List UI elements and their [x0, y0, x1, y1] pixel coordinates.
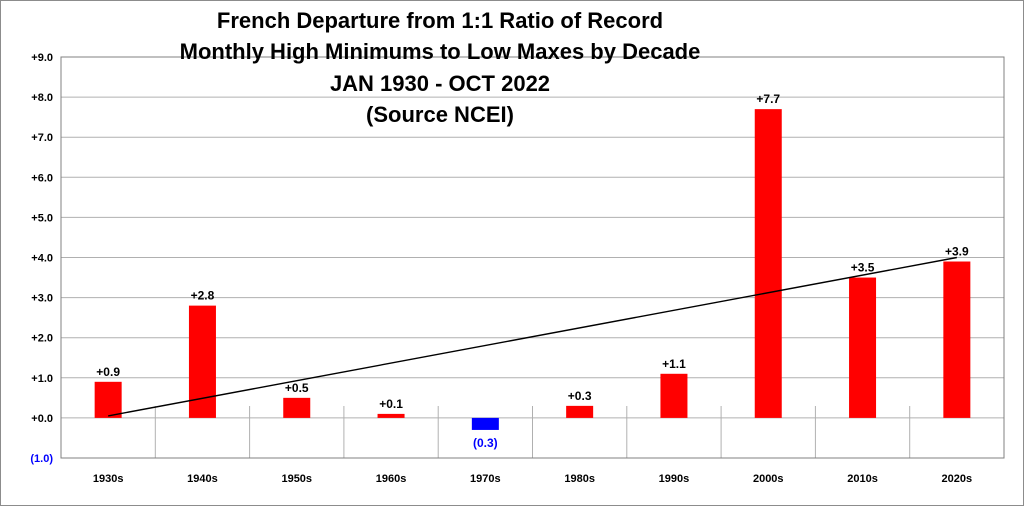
- bar-2020s: [943, 261, 971, 418]
- data-labels: +0.9 +2.8 +0.5 +0.1 (0.3) +0.3 +1.1 +7.7 +3.5 +3.…: [96, 92, 969, 450]
- data-label: +3.9: [945, 245, 969, 259]
- bar-2010s: [849, 277, 877, 418]
- x-tick-label: 1960s: [376, 473, 407, 485]
- y-tick-label: +7.0: [31, 132, 53, 144]
- x-tick-label: 1950s: [281, 473, 312, 485]
- chart-title-line-2: Monthly High Minimums to Low Maxes by De…: [180, 39, 701, 64]
- y-tick-label: +1.0: [31, 373, 53, 385]
- data-label: +0.3: [568, 389, 592, 403]
- plot-area-border: [60, 56, 1005, 459]
- y-tick-label: +3.0: [31, 293, 53, 305]
- y-tick-label: +0.0: [31, 413, 53, 425]
- trendline-group: [108, 256, 957, 417]
- bar-1990s: [660, 373, 688, 418]
- x-tick-label: 1970s: [470, 473, 501, 485]
- x-tick-label: 1940s: [187, 473, 218, 485]
- x-tick-label: 2020s: [942, 473, 973, 485]
- bar-2000s: [754, 109, 782, 418]
- x-tick-label: 1990s: [659, 473, 690, 485]
- x-tick-label: 1980s: [564, 473, 595, 485]
- axes: (1.0) +0.0 +1.0 +2.0 +3.0 +4.0 +5.0 +6.0 +7.0 +8.…: [30, 52, 1005, 485]
- data-label: +3.5: [851, 261, 875, 275]
- bar-1940s: [188, 305, 216, 418]
- trendline: [108, 256, 957, 417]
- y-tick-label: +2.0: [31, 333, 53, 345]
- data-label: +0.9: [96, 365, 120, 379]
- data-label: (0.3): [473, 436, 498, 450]
- bar-1930s: [94, 381, 122, 418]
- chart-title-line-1: French Departure from 1:1 Ratio of Recor…: [217, 8, 663, 33]
- bar-1960s: [377, 413, 405, 418]
- data-label: +0.5: [285, 381, 309, 395]
- y-tick-label: +8.0: [31, 92, 53, 104]
- data-label: +1.1: [662, 357, 686, 371]
- data-label: +0.1: [379, 397, 403, 411]
- x-tick-label: 2010s: [847, 473, 878, 485]
- chart-title-line-3: JAN 1930 - OCT 2022: [330, 71, 550, 96]
- y-tick-label: +6.0: [31, 172, 53, 184]
- y-tick-label: +5.0: [31, 212, 53, 224]
- y-tick-label: +9.0: [31, 52, 53, 64]
- bars: [94, 109, 971, 430]
- chart-title-line-4: (Source NCEI): [366, 102, 514, 127]
- y-tick-label: (1.0): [30, 453, 53, 465]
- data-label: +2.8: [191, 289, 215, 303]
- x-tick-label: 2000s: [753, 473, 784, 485]
- x-tick-label: 1930s: [93, 473, 124, 485]
- bar-1970s: [471, 417, 499, 430]
- bar-1950s: [283, 397, 311, 418]
- bar-1980s: [566, 405, 594, 418]
- data-label: +7.7: [756, 92, 780, 106]
- y-tick-label: +4.0: [31, 253, 53, 265]
